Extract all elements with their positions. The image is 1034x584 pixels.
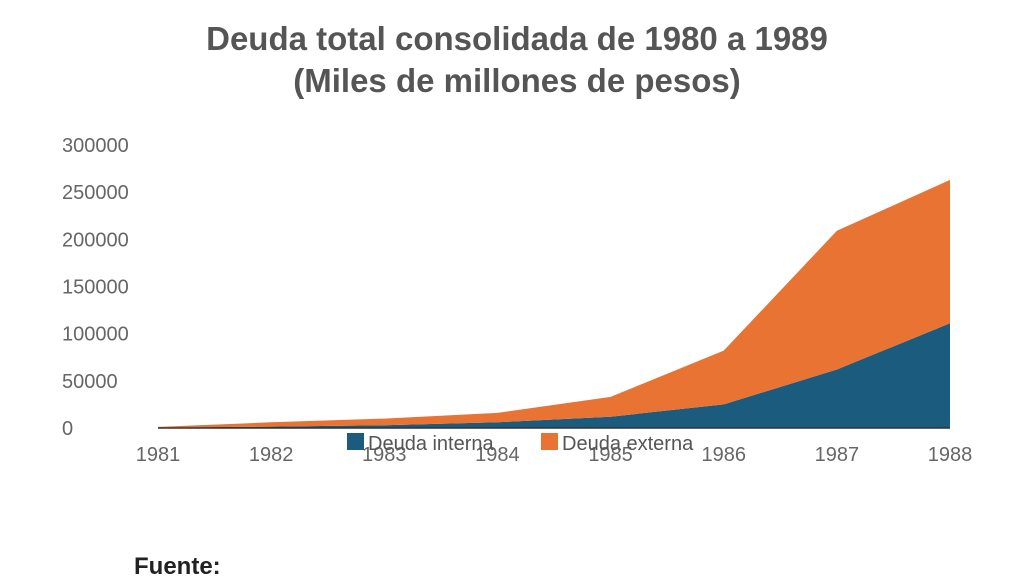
x-tick-label: 1983 bbox=[362, 444, 407, 466]
y-tick-label: 300000 bbox=[62, 135, 129, 157]
chart-title-line-1: Deuda total consolidada de 1980 a 1989 bbox=[206, 20, 828, 57]
y-tick-label: 50000 bbox=[62, 371, 118, 393]
plot-area bbox=[158, 179, 950, 429]
legend-swatch bbox=[347, 433, 364, 450]
y-tick-label: 150000 bbox=[62, 277, 129, 299]
legend-label: Deuda interna bbox=[368, 433, 495, 455]
y-axis: 300000 250000 200000 150000 100000 50000 0 bbox=[62, 135, 129, 440]
x-tick-label: 1981 bbox=[136, 444, 181, 466]
legend: Deuda interna Deuda externa bbox=[347, 433, 694, 455]
x-tick-label: 1988 bbox=[928, 444, 973, 466]
y-tick-label: 0 bbox=[62, 418, 73, 440]
y-tick-label: 250000 bbox=[62, 182, 129, 204]
legend-swatch bbox=[541, 433, 558, 450]
x-tick-label: 1982 bbox=[249, 444, 294, 466]
x-tick-label: 1984 bbox=[475, 444, 520, 466]
x-tick-label: 1986 bbox=[701, 444, 746, 466]
chart-title-line-2: (Miles de millones de pesos) bbox=[293, 62, 741, 99]
area-series-deuda-externa bbox=[158, 179, 950, 428]
x-axis: 1981 1982 1983 1984 1985 1986 1987 1988 bbox=[136, 444, 973, 466]
source-label: Fuente: bbox=[134, 553, 221, 580]
x-tick-label: 1987 bbox=[815, 444, 860, 466]
y-tick-label: 100000 bbox=[62, 324, 129, 346]
x-tick-label: 1985 bbox=[588, 444, 633, 466]
area-series-deuda-interna bbox=[158, 323, 950, 428]
legend-label: Deuda externa bbox=[562, 433, 694, 455]
chart-title: Deuda total consolidada de 1980 a 1989 (… bbox=[0, 18, 1034, 102]
y-tick-label: 200000 bbox=[62, 229, 129, 251]
